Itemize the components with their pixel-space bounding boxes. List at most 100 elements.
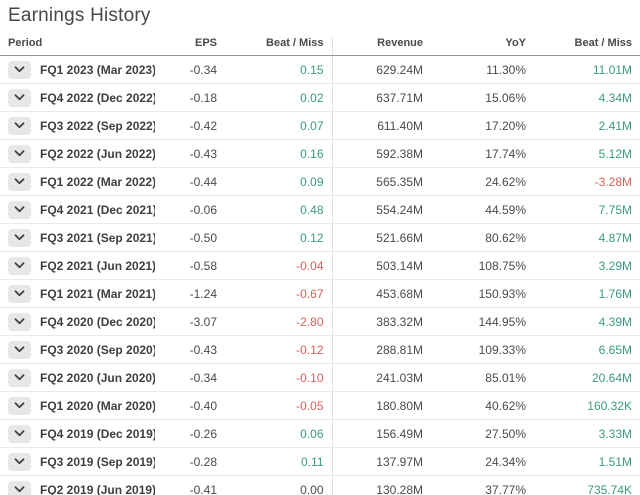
row-expand-button[interactable]: [8, 480, 31, 495]
yoy-value: 37.77%: [431, 475, 534, 495]
chevron-down-icon: [14, 486, 25, 493]
eps-value: -1.24: [155, 279, 225, 308]
yoy-value: 44.59%: [431, 195, 534, 224]
row-expand-button[interactable]: [8, 60, 31, 79]
revenue-value: 241.03M: [332, 363, 431, 392]
eps-beat-miss-value: -0.67: [225, 279, 333, 308]
eps-beat-miss-value: 0.12: [225, 223, 333, 252]
table-row: FQ1 2020 (Mar 2020) -0.40 -0.05 180.80M …: [0, 391, 640, 420]
row-expand-button[interactable]: [8, 228, 31, 247]
period-label: FQ4 2019 (Dec 2019): [40, 426, 155, 441]
yoy-value: 11.30%: [431, 55, 534, 84]
chevron-down-icon: [14, 122, 25, 129]
eps-value: -0.18: [155, 83, 225, 112]
yoy-value: 144.95%: [431, 307, 534, 336]
eps-beat-miss-value: 0.00: [225, 475, 333, 495]
period-label: FQ2 2021 (Jun 2021): [40, 258, 155, 273]
period-label: FQ4 2021 (Dec 2021): [40, 202, 155, 217]
chevron-down-icon: [14, 290, 25, 297]
table-row: FQ2 2022 (Jun 2022) -0.43 0.16 592.38M 1…: [0, 139, 640, 168]
revenue-beat-miss-value: 4.34M: [534, 83, 640, 112]
yoy-value: 24.62%: [431, 167, 534, 196]
revenue-beat-miss-value: 735.74K: [534, 475, 640, 495]
row-expand-button[interactable]: [8, 144, 31, 163]
row-expand-button[interactable]: [8, 116, 31, 135]
chevron-down-icon: [14, 374, 25, 381]
revenue-value: 592.38M: [332, 139, 431, 168]
yoy-value: 24.34%: [431, 447, 534, 476]
eps-beat-miss-value: 0.09: [225, 167, 333, 196]
period-label: FQ1 2020 (Mar 2020): [40, 398, 155, 413]
eps-value: -0.28: [155, 447, 225, 476]
revenue-value: 521.66M: [332, 223, 431, 252]
table-row: FQ4 2019 (Dec 2019) -0.26 0.06 156.49M 2…: [0, 419, 640, 448]
table-row: FQ2 2021 (Jun 2021) -0.58 -0.04 503.14M …: [0, 251, 640, 280]
eps-value: -0.34: [155, 363, 225, 392]
revenue-value: 137.97M: [332, 447, 431, 476]
row-expand-button[interactable]: [8, 284, 31, 303]
chevron-down-icon: [14, 458, 25, 465]
column-header-period: Period: [0, 37, 155, 56]
eps-value: -0.26: [155, 419, 225, 448]
eps-value: -0.40: [155, 391, 225, 420]
column-header-eps: EPS: [155, 37, 225, 56]
revenue-beat-miss-value: 2.41M: [534, 111, 640, 140]
revenue-value: 503.14M: [332, 251, 431, 280]
row-expand-button[interactable]: [8, 312, 31, 331]
row-expand-button[interactable]: [8, 340, 31, 359]
chevron-down-icon: [14, 346, 25, 353]
revenue-beat-miss-value: 7.75M: [534, 195, 640, 224]
table-row: FQ3 2021 (Sep 2021) -0.50 0.12 521.66M 8…: [0, 223, 640, 252]
chevron-down-icon: [14, 318, 25, 325]
period-label: FQ3 2019 (Sep 2019): [40, 454, 155, 469]
row-expand-button[interactable]: [8, 424, 31, 443]
revenue-value: 611.40M: [332, 111, 431, 140]
eps-value: -0.50: [155, 223, 225, 252]
eps-beat-miss-value: -0.04: [225, 251, 333, 280]
revenue-beat-miss-value: 1.76M: [534, 279, 640, 308]
yoy-value: 15.06%: [431, 83, 534, 112]
row-expand-button[interactable]: [8, 172, 31, 191]
eps-value: -0.34: [155, 55, 225, 84]
row-expand-button[interactable]: [8, 88, 31, 107]
revenue-beat-miss-value: 1.51M: [534, 447, 640, 476]
eps-value: -0.06: [155, 195, 225, 224]
revenue-value: 180.80M: [332, 391, 431, 420]
eps-value: -0.43: [155, 139, 225, 168]
period-label: FQ2 2020 (Jun 2020): [40, 370, 155, 385]
column-header-revenue: Revenue: [332, 37, 431, 56]
yoy-value: 17.20%: [431, 111, 534, 140]
period-label: FQ3 2020 (Sep 2020): [40, 342, 155, 357]
eps-beat-miss-value: 0.11: [225, 447, 333, 476]
row-expand-button[interactable]: [8, 200, 31, 219]
eps-value: -0.41: [155, 475, 225, 495]
chevron-down-icon: [14, 66, 25, 73]
header-row: Period EPS Beat / Miss Revenue YoY Beat …: [0, 37, 640, 56]
table-row: FQ2 2019 (Jun 2019) -0.41 0.00 130.28M 3…: [0, 475, 640, 495]
row-expand-button[interactable]: [8, 396, 31, 415]
revenue-beat-miss-value: 3.29M: [534, 251, 640, 280]
yoy-value: 80.62%: [431, 223, 534, 252]
eps-beat-miss-value: 0.06: [225, 419, 333, 448]
column-header-eps-beat-miss: Beat / Miss: [225, 37, 333, 56]
eps-value: -0.42: [155, 111, 225, 140]
row-expand-button[interactable]: [8, 368, 31, 387]
revenue-value: 453.68M: [332, 279, 431, 308]
table-row: FQ3 2020 (Sep 2020) -0.43 -0.12 288.81M …: [0, 335, 640, 364]
revenue-value: 288.81M: [332, 335, 431, 364]
eps-value: -0.58: [155, 251, 225, 280]
revenue-beat-miss-value: 11.01M: [534, 55, 640, 84]
row-expand-button[interactable]: [8, 452, 31, 471]
period-label: FQ1 2021 (Mar 2021): [40, 286, 155, 301]
chevron-down-icon: [14, 262, 25, 269]
period-label: FQ2 2019 (Jun 2019): [40, 482, 155, 495]
revenue-value: 156.49M: [332, 419, 431, 448]
revenue-beat-miss-value: -3.28M: [534, 167, 640, 196]
revenue-beat-miss-value: 20.64M: [534, 363, 640, 392]
revenue-value: 565.35M: [332, 167, 431, 196]
revenue-value: 629.24M: [332, 55, 431, 84]
row-expand-button[interactable]: [8, 256, 31, 275]
eps-beat-miss-value: 0.15: [225, 55, 333, 84]
yoy-value: 108.75%: [431, 251, 534, 280]
